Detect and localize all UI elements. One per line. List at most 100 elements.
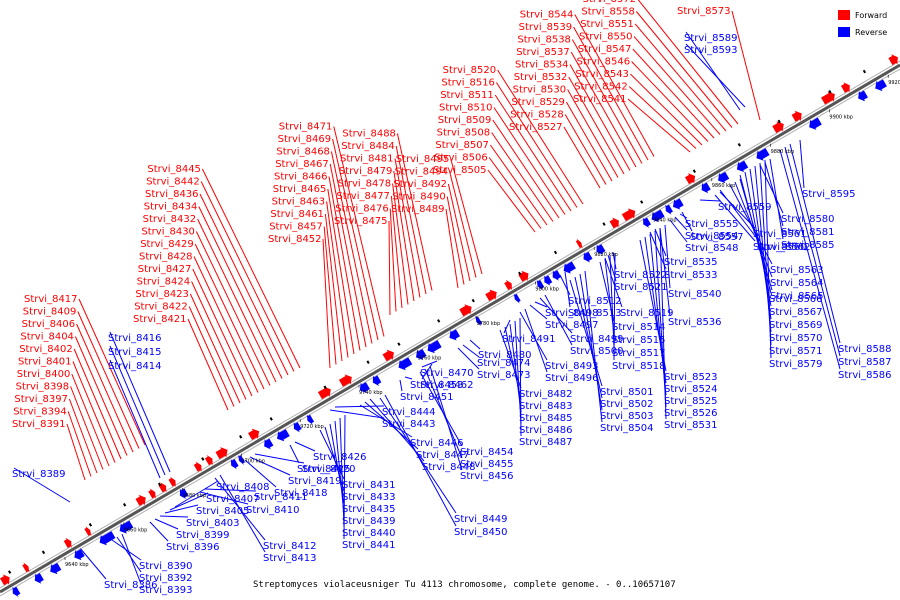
forward-leader-line — [570, 51, 637, 168]
reverse-gene-label: Strvi_8588 — [838, 344, 892, 355]
forward-leader-line — [332, 138, 379, 341]
reverse-leader-line — [399, 379, 403, 392]
reverse-gene-shape — [264, 438, 274, 450]
reverse-gene-label: Strvi_8524 — [664, 384, 718, 395]
forward-gene-arrow — [338, 374, 352, 387]
reverse-leader-line — [604, 257, 623, 308]
feature-tick — [828, 89, 832, 94]
forward-gene-shape — [63, 537, 72, 549]
forward-gene-arrow — [168, 476, 176, 487]
reverse-gene-label: Strvi_8446 — [410, 438, 464, 449]
forward-gene-label: Strvi_8492 — [393, 179, 447, 190]
reverse-gene-shape — [858, 90, 868, 102]
reverse-leader-line — [503, 319, 511, 334]
reverse-leader-line — [779, 149, 841, 370]
forward-leader-line — [447, 183, 471, 282]
reverse-gene-shape — [372, 375, 382, 386]
forward-leader-line — [189, 293, 241, 404]
reverse-gene-shape — [718, 171, 730, 184]
feature-tick — [862, 69, 867, 74]
reverse-gene-label: Strvi_8523 — [664, 372, 718, 383]
reverse-gene-shape — [230, 458, 239, 470]
forward-leader-line — [195, 231, 271, 386]
forward-leader-line — [324, 213, 343, 362]
reverse-gene-label: Strvi_8533 — [664, 270, 718, 281]
forward-leader-line — [395, 145, 427, 295]
forward-leader-line — [494, 94, 572, 212]
forward-gene-arrow — [148, 488, 156, 499]
forward-gene-shape — [382, 349, 394, 362]
reverse-leader-line — [612, 251, 617, 270]
forward-gene-label: Strvi_8543 — [575, 69, 629, 80]
reverse-leader-line — [559, 274, 571, 296]
forward-leader-line — [450, 158, 483, 275]
forward-gene-shape — [215, 447, 228, 460]
reverse-leader-line — [343, 414, 346, 540]
reverse-gene-label: Strvi_8566 — [769, 294, 823, 305]
reverse-gene-label: Strvi_8433 — [342, 492, 396, 503]
reverse-gene-shape — [415, 348, 427, 361]
forward-gene-label: Strvi_8402 — [19, 344, 73, 355]
reverse-gene-shape — [427, 340, 442, 354]
feature-tick — [777, 119, 781, 124]
forward-gene-label: Strvi_8417 — [24, 294, 78, 305]
forward-leader-line — [388, 220, 391, 316]
reverse-leader-line — [544, 294, 573, 346]
reverse-gene-arrow — [74, 549, 85, 561]
reverse-gene-label: Strvi_8392 — [139, 573, 193, 584]
forward-leader-line — [322, 238, 331, 369]
reverse-gene-label: Strvi_8470 — [420, 368, 474, 379]
forward-leader-line — [446, 196, 465, 285]
reverse-leader-line — [404, 376, 413, 380]
forward-leader-line — [74, 336, 128, 456]
forward-gene-arrow — [215, 447, 228, 460]
forward-leader-line — [627, 98, 691, 153]
reverse-gene-label: Strvi_8493 — [545, 361, 599, 372]
forward-leader-line — [493, 107, 566, 215]
reverse-gene-label: Strvi_8581 — [781, 227, 835, 238]
forward-gene-label: Strvi_8520 — [443, 65, 497, 76]
reverse-leader-line — [199, 491, 249, 505]
reverse-gene-label: Strvi_8554 — [685, 231, 739, 242]
forward-leader-line — [323, 226, 337, 365]
forward-leader-line — [495, 82, 578, 208]
reverse-gene-label: Strvi_8462 — [420, 380, 474, 391]
axis-ticks: 9640 kbp 9660 kbp 9680 kbp 9700 kbp 9720 kbp… — [64, 74, 900, 568]
reverse-gene-label: Strvi_8456 — [460, 471, 514, 482]
forward-leader-line — [630, 73, 703, 146]
forward-leader-line — [78, 298, 146, 446]
forward-leader-line — [632, 48, 715, 139]
reverse-gene-label: Strvi_8565 — [770, 291, 824, 302]
feature-tick — [239, 435, 243, 439]
legend: Forward Reverse — [838, 10, 887, 37]
forward-leader-line — [194, 243, 265, 390]
forward-gene-label: Strvi_8421 — [133, 314, 187, 325]
forward-gene-label: Strvi_8404 — [20, 332, 74, 343]
forward-gene-label: Strvi_8528 — [510, 110, 564, 121]
reverse-gene-label: Strvi_8564 — [770, 278, 824, 289]
reverse-leader-line — [419, 371, 463, 447]
forward-gene-arrow — [459, 304, 472, 317]
forward-leader-line — [449, 171, 477, 278]
reverse-leader-line — [564, 271, 571, 308]
reverse-leader-line — [13, 467, 71, 503]
forward-leader-line — [567, 89, 619, 178]
reverse-leader-line — [764, 161, 784, 227]
reverse-gene-label: Strvi_8496 — [545, 373, 599, 384]
reverse-gene-label: Strvi_8450 — [454, 527, 508, 538]
reverse-gene-label: Strvi_8390 — [139, 561, 193, 572]
axis-tick-label: 9740 kbp — [359, 390, 383, 396]
forward-gene-label: Strvi_8476 — [335, 204, 389, 215]
reverse-gene-label: Strvi_8453 — [410, 380, 464, 391]
forward-leader-line — [67, 411, 92, 477]
reverse-gene-label: Strvi_8440 — [342, 528, 396, 539]
reverse-leader-line — [584, 270, 603, 423]
forward-gene-shape — [317, 386, 331, 400]
reverse-gene-label: Strvi_8518 — [612, 361, 666, 372]
map-caption: Streptomyces violaceusniger Tu 4113 chro… — [253, 580, 676, 590]
reverse-gene-shape — [119, 520, 134, 534]
reverse-gene-arrow — [672, 198, 684, 210]
axis-tick-label: 9640 kbp — [65, 562, 89, 568]
forward-leader-line — [68, 398, 98, 474]
reverse-gene-label: Strvi_8517 — [612, 348, 666, 359]
